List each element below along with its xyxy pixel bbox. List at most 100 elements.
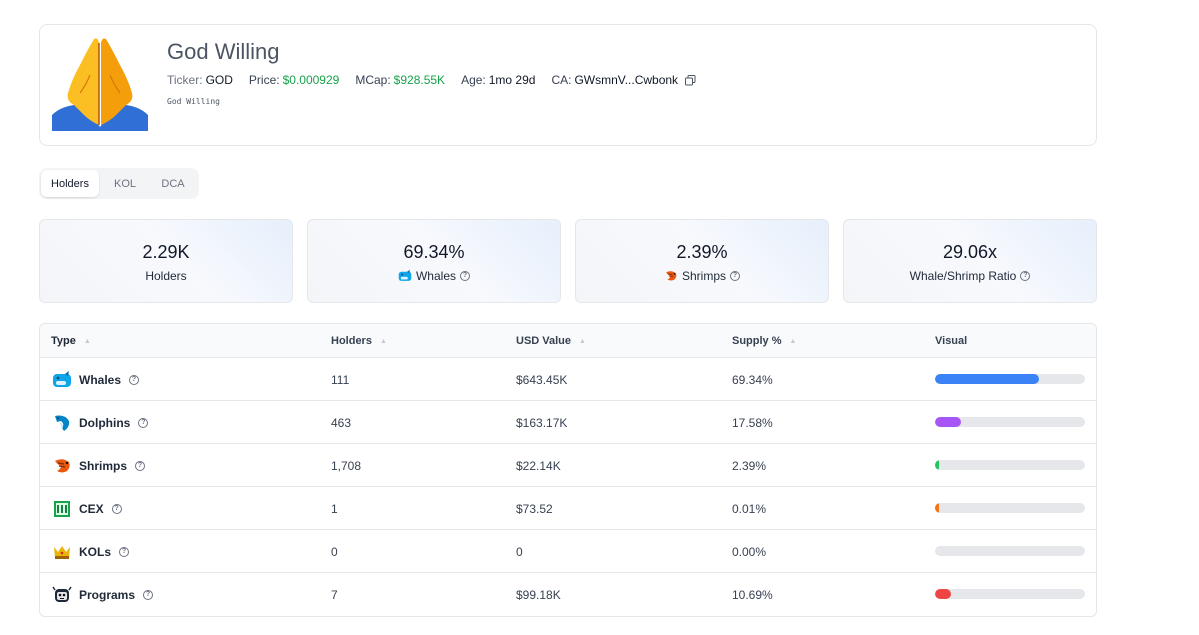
age-field: Age: 1mo 29d (461, 73, 535, 87)
type-cell: Dolphins ? (52, 413, 149, 433)
supply-cell: 2.39% (732, 459, 767, 473)
column-label: Visual (935, 335, 968, 347)
usd-value-cell: $73.52 (516, 502, 553, 516)
view-tabs: Holders KOL DCA (39, 168, 199, 199)
column-label: USD Value (516, 335, 572, 347)
holders-cell: 1,708 (331, 459, 362, 473)
table-row: Programs ? 7 $99.18K 10.69% (40, 573, 1096, 616)
tab-kol[interactable]: KOL (113, 177, 136, 190)
visual-cell (935, 546, 1085, 556)
type-cell: Programs ? (52, 585, 154, 605)
token-name: God Willing (167, 39, 280, 64)
stat-value: 2.29K (142, 242, 190, 262)
usd-value-cell: $99.18K (516, 588, 561, 602)
supply-bar-fill (935, 460, 939, 470)
column-header-type[interactable]: Type ▲ (51, 335, 91, 347)
type-label: CEX (79, 502, 104, 516)
help-icon[interactable]: ? (460, 271, 470, 281)
column-label: Supply % (732, 335, 782, 347)
column-header-supply[interactable]: Supply % ▲ (732, 335, 796, 347)
age-value: 1mo 29d (488, 73, 536, 87)
tab-dca[interactable]: DCA (161, 177, 185, 190)
help-icon[interactable]: ? (129, 375, 140, 385)
usd-value-cell: $163.17K (516, 416, 568, 430)
usd-value-cell: 0 (516, 545, 523, 559)
ticker-field: Ticker: GOD (167, 73, 233, 87)
column-label: Type (51, 335, 76, 347)
visual-cell (935, 460, 1085, 470)
sort-icon[interactable]: ▲ (379, 337, 387, 345)
stat-label: Whales (415, 269, 456, 283)
price-field: Price: $0.000929 (249, 73, 339, 87)
folded-hands-icon (50, 35, 150, 135)
stat-card-holders: 2.29K Holders (39, 219, 293, 303)
visual-cell (935, 417, 1085, 427)
supply-cell: 69.34% (732, 373, 773, 387)
visual-cell (935, 589, 1085, 599)
whale-icon (52, 370, 72, 390)
sort-icon[interactable]: ▲ (579, 337, 586, 345)
help-icon[interactable]: ? (730, 271, 740, 281)
mcap-field: MCap: $928.55K (355, 73, 445, 87)
help-icon[interactable]: ? (135, 461, 146, 471)
type-label: Programs (79, 588, 136, 602)
table-row: Whales ? 111 $643.45K 69.34% (40, 358, 1096, 401)
help-icon[interactable]: ? (119, 547, 130, 557)
visual-cell (935, 503, 1085, 513)
robot-icon (52, 585, 72, 605)
holders-cell: 463 (331, 416, 352, 430)
type-label: Shrimps (79, 459, 128, 473)
type-cell: KOLs ? (52, 542, 130, 562)
holders-table: Type ▲ Holders ▲ USD Value ▲ Supply % ▲ … (39, 323, 1097, 617)
sort-icon[interactable]: ▲ (83, 337, 91, 345)
stat-card-shrimps: 2.39% Shrimps ? (575, 219, 829, 303)
supply-cell: 0.01% (732, 502, 767, 516)
stat-label: Shrimps (681, 269, 726, 283)
type-cell: CEX ? (52, 499, 122, 519)
usd-value-cell: $643.45K (516, 373, 568, 387)
holders-cell: 7 (331, 588, 338, 602)
table-row: KOLs ? 0 0 0.00% (40, 530, 1096, 573)
mcap-label: MCap: (355, 73, 391, 87)
help-icon[interactable]: ? (138, 418, 149, 428)
crown-icon (52, 542, 72, 562)
whale-icon (398, 269, 412, 283)
supply-bar-track (935, 546, 1085, 556)
column-header-usd-value[interactable]: USD Value ▲ (516, 335, 586, 347)
visual-cell (935, 374, 1085, 384)
sort-icon[interactable]: ▲ (789, 337, 797, 345)
type-label: KOLs (79, 545, 112, 559)
dolphin-icon (52, 413, 72, 433)
column-header-visual: Visual (935, 335, 967, 347)
holders-cell: 111 (331, 373, 350, 387)
stat-label-row: Holders (40, 269, 292, 283)
ca-value: GWsmnV...Cwbonk (574, 73, 679, 87)
stat-value: 69.34% (403, 242, 465, 262)
ca-label: CA: (551, 73, 572, 87)
help-icon[interactable]: ? (111, 504, 122, 514)
stat-label: Whale/Shrimp Ratio (909, 269, 1017, 283)
tab-holders[interactable]: Holders (41, 170, 99, 197)
shrimp-icon (664, 269, 678, 283)
token-info-card: God Willing Ticker: GOD Price: $0.000929… (39, 24, 1097, 146)
help-icon[interactable]: ? (143, 590, 154, 600)
shrimp-icon (52, 456, 72, 476)
holders-cell: 0 (331, 545, 338, 559)
stat-label-row: Whale/Shrimp Ratio ? (844, 269, 1096, 283)
column-header-holders[interactable]: Holders ▲ (331, 335, 387, 347)
stat-value: 29.06x (942, 242, 998, 262)
table-row: Dolphins ? 463 $163.17K 17.58% (40, 401, 1096, 444)
type-label: Whales (79, 373, 122, 387)
supply-bar-fill (935, 503, 939, 513)
table-row: Shrimps ? 1,708 $22.14K 2.39% (40, 444, 1096, 487)
token-meta-row: Ticker: GOD Price: $0.000929 MCap: $928.… (167, 73, 712, 87)
supply-bar-track (935, 460, 1085, 470)
ticker-label: Ticker: (167, 73, 203, 87)
table-header: Type ▲ Holders ▲ USD Value ▲ Supply % ▲ … (40, 324, 1096, 358)
stat-value: 2.39% (676, 242, 728, 262)
copy-icon[interactable] (685, 74, 696, 86)
type-cell: Shrimps ? (52, 456, 146, 476)
stat-card-ratio: 29.06x Whale/Shrimp Ratio ? (843, 219, 1097, 303)
token-description: God Willing (167, 97, 220, 106)
help-icon[interactable]: ? (1020, 271, 1031, 281)
